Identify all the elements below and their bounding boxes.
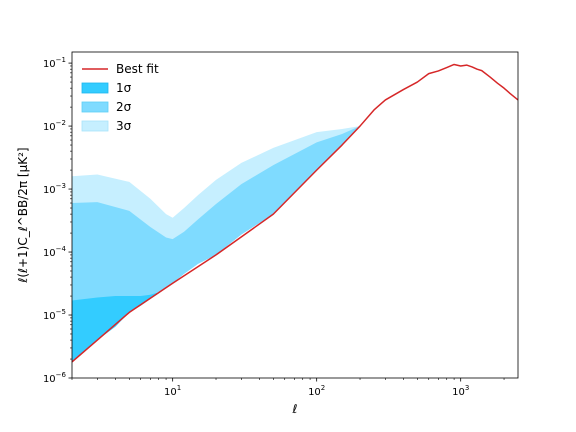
x-axis-label: ℓ [292, 402, 298, 416]
legend-label: 2σ [116, 100, 132, 114]
x-tick-label: 101 [164, 384, 181, 398]
y-tick-label: 10−1 [43, 56, 66, 70]
y-axis-label: ℓ(ℓ+1)C_ℓ^BB/2π [μK²] [16, 147, 30, 283]
legend-label: 1σ [116, 81, 132, 95]
legend: Best fit 1σ 2σ 3σ [81, 62, 159, 133]
legend-band-swatch [81, 82, 109, 94]
y-tick-label: 10−4 [43, 245, 67, 259]
axis-ticks: 101 102 103 10−6 10−5 10−4 10−3 10−2 10−1 [43, 56, 505, 398]
confidence-bands [72, 126, 361, 362]
x-tick-label: 103 [452, 384, 469, 398]
y-tick-label: 10−3 [43, 182, 66, 196]
legend-item-1-sigma: 1σ [81, 81, 132, 95]
legend-band-swatch [81, 101, 109, 113]
best-fit-line [72, 63, 518, 363]
legend-label: Best fit [116, 62, 159, 76]
plot-frame [71, 51, 519, 379]
y-tick-label: 10−5 [43, 308, 66, 322]
legend-item-2-sigma: 2σ [81, 100, 132, 114]
legend-item-best-fit: Best fit [82, 62, 159, 76]
band-2-sigma [72, 126, 361, 362]
legend-item-3-sigma: 3σ [81, 119, 132, 133]
x-tick-label: 102 [308, 384, 325, 398]
legend-band-swatch [81, 120, 109, 132]
y-tick-label: 10−6 [43, 371, 67, 385]
legend-label: 3σ [116, 119, 132, 133]
best-fit-layer [72, 63, 518, 363]
y-tick-label: 10−2 [43, 119, 66, 133]
